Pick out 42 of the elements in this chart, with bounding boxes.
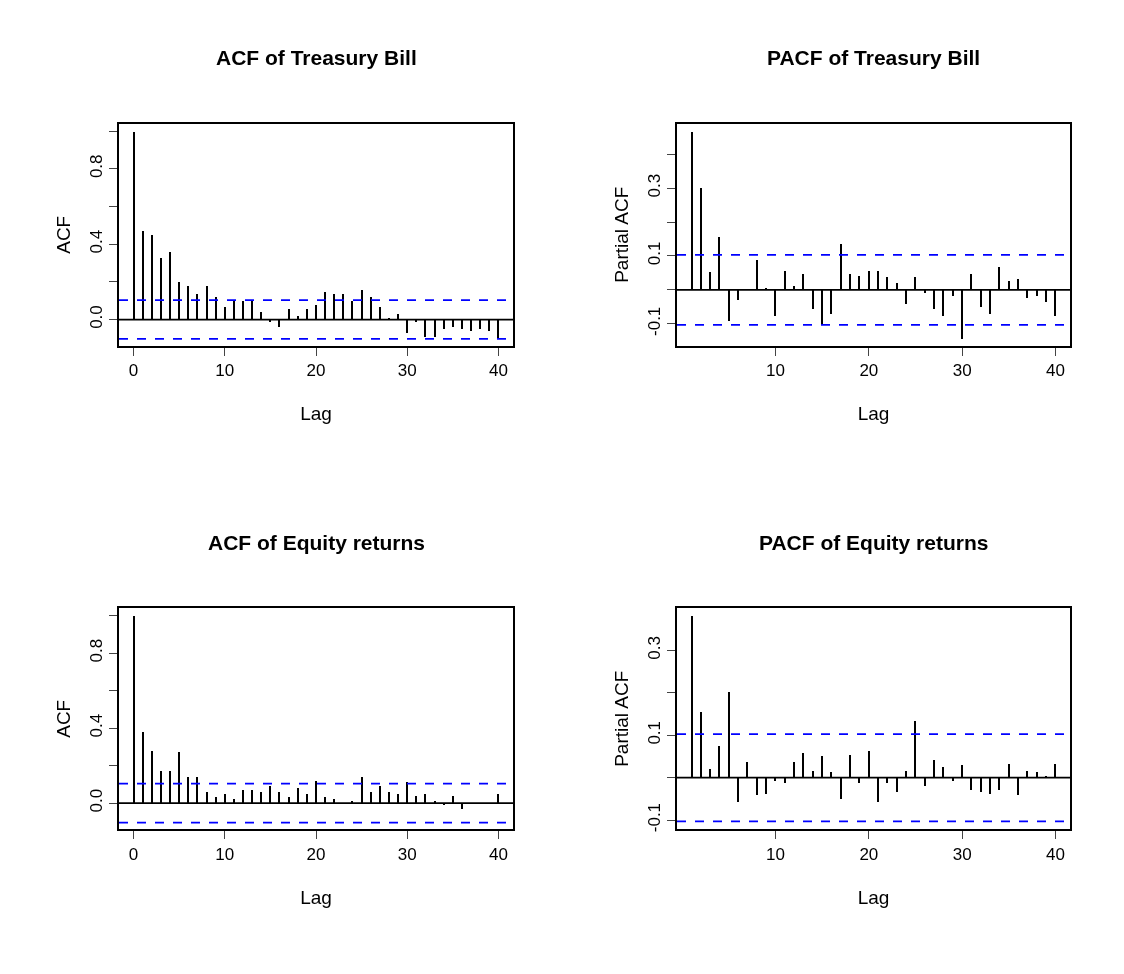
y-tick-label: 0.1: [645, 241, 665, 266]
x-axis-title: Lag: [857, 403, 890, 425]
y-tick-label: 0.0: [87, 788, 107, 813]
x-tick-label: 0: [128, 361, 139, 381]
x-tick-label: 30: [397, 361, 417, 381]
y-tick-label: 0.4: [87, 229, 107, 254]
x-tick-label: 0: [128, 844, 139, 864]
y-axis-title: Partial ACF: [610, 670, 632, 767]
x-tick-label: 20: [306, 844, 326, 864]
x-tick-label: 10: [766, 844, 785, 864]
x-tick-label: 40: [488, 361, 508, 381]
y-tick-label: 0.3: [645, 636, 665, 660]
chart-title: PACF of Equity returns: [759, 531, 989, 554]
x-tick-label: 40: [488, 844, 508, 864]
chart-title: ACF of Equity returns: [208, 531, 426, 554]
x-tick-label: 20: [859, 844, 879, 864]
y-tick-label: 0.8: [87, 638, 107, 663]
x-axis-title: Lag: [300, 403, 332, 425]
x-tick-label: 10: [215, 844, 235, 864]
x-tick-label: 40: [1045, 844, 1065, 864]
y-tick-label: -0.1: [645, 306, 665, 336]
x-tick-label: 10: [766, 361, 785, 381]
y-axis-title: Partial ACF: [610, 186, 632, 283]
y-tick-label: 0.0: [87, 305, 107, 329]
x-tick-label: 30: [397, 844, 417, 864]
y-tick-label: 0.8: [87, 154, 107, 179]
x-axis-title: Lag: [857, 886, 890, 908]
x-tick-label: 20: [859, 361, 879, 381]
x-tick-label: 40: [1045, 361, 1065, 381]
x-tick-label: 10: [215, 361, 235, 381]
x-tick-label: 30: [952, 361, 972, 381]
x-tick-label: 30: [952, 844, 972, 864]
x-axis-title: Lag: [300, 886, 332, 908]
x-tick-label: 20: [306, 361, 326, 381]
y-tick-label: 0.3: [645, 173, 665, 198]
chart-title: ACF of Treasury Bill: [216, 46, 417, 69]
chart-title: PACF of Treasury Bill: [767, 46, 981, 69]
y-tick-label: 0.4: [87, 713, 107, 738]
y-tick-label: -0.1: [645, 802, 665, 833]
y-axis-title: ACF: [52, 215, 74, 254]
y-axis-title: ACF: [52, 699, 74, 738]
y-tick-label: 0.1: [645, 720, 665, 745]
